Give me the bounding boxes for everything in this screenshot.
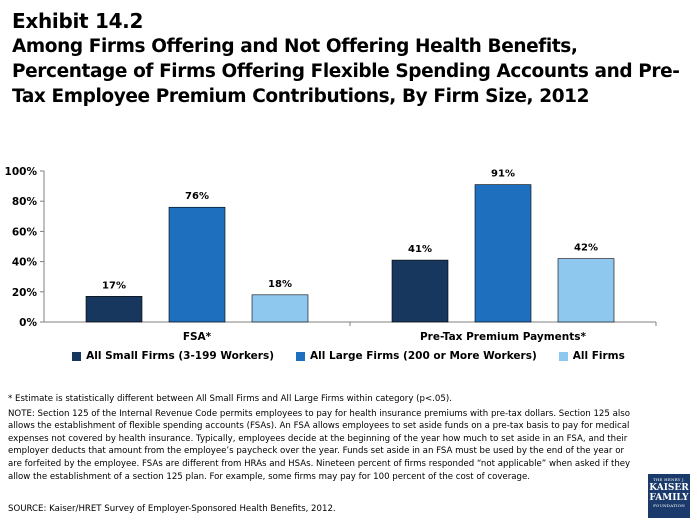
legend-label: All Firms [572,350,625,362]
data-label: 42% [574,243,598,254]
y-tick-label: 80% [12,196,38,208]
y-tick-label: 100% [5,166,38,178]
category-label: Pre-Tax Premium Payments* [420,331,587,343]
footnote: * Estimate is statistically different be… [8,394,452,404]
notes: * Estimate is statistically different be… [8,393,638,485]
category-label: FSA* [183,331,212,343]
legend-item-small-firms: All Small Firms (3-199 Workers) [72,350,274,362]
y-tick-label: 60% [12,226,38,238]
data-label: 41% [408,244,432,255]
exhibit-label: Exhibit 14.2 [12,9,144,33]
logo-line: FAMILY [649,493,689,503]
legend-item-large-firms: All Large Firms (200 or More Workers) [296,350,537,362]
bar [391,259,449,323]
data-label: 17% [102,280,126,291]
legend: All Small Firms (3-199 Workers) All Larg… [0,350,697,362]
logo-line: KAISER [649,483,689,493]
data-label: 18% [268,279,292,290]
chart-title: Among Firms Offering and Not Offering He… [12,36,680,107]
logo-line: THE HENRY J. [652,477,686,482]
legend-swatch [558,351,568,361]
bar [168,206,226,323]
logo-line: FOUNDATION [653,503,685,508]
bar [474,184,532,323]
bar [85,296,143,323]
bar-chart: 0% 20% 40% 60% 80% 100% 17% 76% 18% FSA* 41% 91% 42%… [5,166,657,343]
legend-label: All Small Firms (3-199 Workers) [86,350,275,362]
y-tick-label: 40% [12,257,38,269]
data-label: 76% [185,191,209,202]
source-text: SOURCE: Kaiser/HRET Survey of Employer-S… [8,504,336,514]
bar [251,294,309,323]
title-block: Exhibit 14.2 Among Firms Offering and No… [12,8,692,109]
legend-item-all-firms: All Firms [558,350,625,362]
kff-logo: THE HENRY J. KAISER FAMILY FOUNDATION [648,474,690,518]
y-tick-label: 0% [19,317,37,329]
note-text: NOTE: Section 125 of the Internal Revenu… [8,408,631,482]
data-label: 91% [491,169,515,180]
legend-swatch [72,351,82,361]
bar [557,258,615,323]
y-tick-label: 20% [12,287,38,299]
legend-label: All Large Firms (200 or More Workers) [310,350,537,362]
legend-swatch [296,351,306,361]
